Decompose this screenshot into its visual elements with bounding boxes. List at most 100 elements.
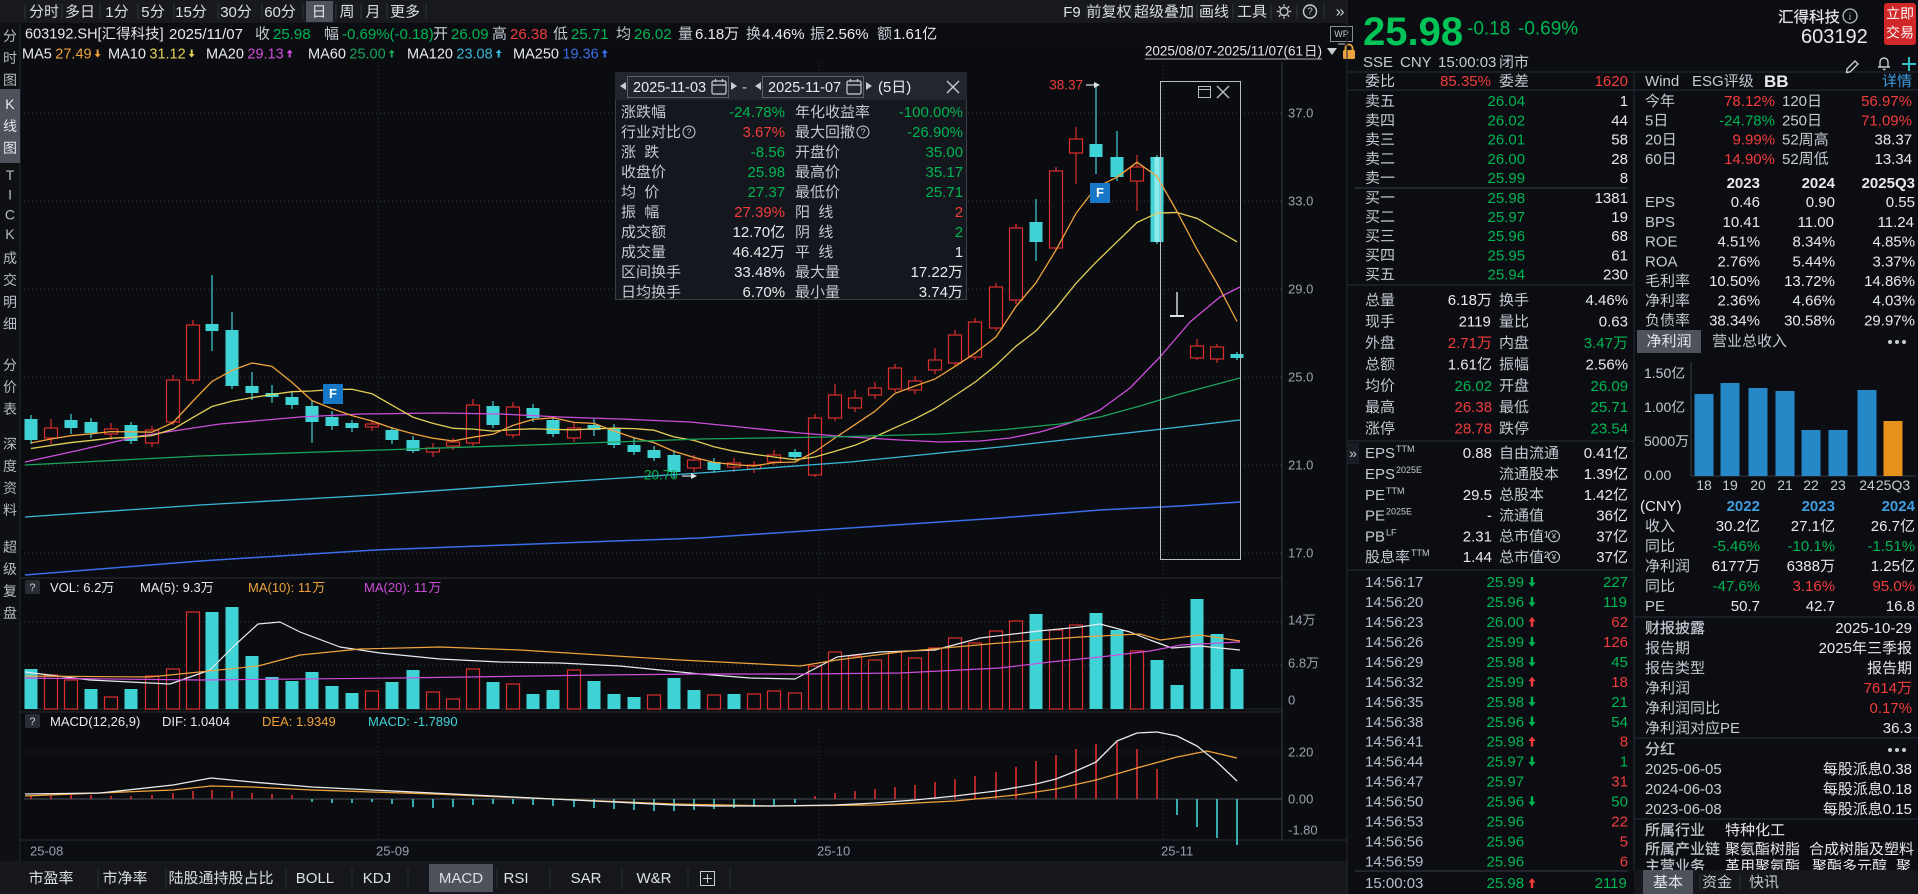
svg-text:54: 54 [1611, 714, 1628, 731]
svg-text:): ) [906, 79, 911, 96]
svg-text:26.02: 26.02 [1488, 113, 1526, 130]
svg-text:1: 1 [105, 4, 113, 21]
svg-text:MACD: MACD [439, 870, 483, 887]
svg-text:29.13: 29.13 [247, 47, 283, 63]
svg-text:23.08: 23.08 [456, 47, 492, 63]
svg-text:2025E: 2025E [1386, 507, 1412, 517]
svg-text:PE: PE [1365, 508, 1385, 525]
svg-text:29.0: 29.0 [1288, 282, 1313, 297]
svg-text:2119: 2119 [1459, 314, 1491, 331]
svg-text:): ) [1318, 44, 1323, 59]
svg-text:0.00: 0.00 [1644, 467, 1671, 483]
svg-text:8: 8 [1620, 170, 1628, 187]
svg-text:2024: 2024 [1802, 175, 1836, 192]
svg-text:-47.6%: -47.6% [1713, 578, 1761, 595]
svg-text:-1.51%: -1.51% [1868, 538, 1916, 555]
svg-text:2.71: 2.71 [1448, 335, 1477, 352]
svg-text:]: ] [160, 27, 164, 43]
svg-text:29.5: 29.5 [1463, 487, 1492, 504]
svg-text:?: ? [29, 716, 35, 728]
svg-text:F: F [1096, 185, 1104, 200]
svg-text:K: K [5, 226, 15, 242]
svg-text:1.25: 1.25 [1871, 558, 1900, 575]
svg-text:6.18: 6.18 [695, 26, 724, 43]
svg-text:2.56%: 2.56% [1586, 356, 1629, 373]
svg-text:-26.90%: -26.90% [907, 124, 963, 141]
svg-text:45: 45 [1611, 654, 1628, 671]
svg-text:603192.SH[: 603192.SH[ [25, 27, 102, 43]
svg-text:PE: PE [1645, 598, 1665, 615]
svg-text:31.12: 31.12 [149, 47, 185, 63]
svg-text:-1.80: -1.80 [1288, 823, 1318, 838]
svg-text:5: 5 [1620, 833, 1628, 850]
svg-text:25.99: 25.99 [1488, 170, 1526, 187]
svg-text:37: 37 [1596, 549, 1613, 566]
svg-text:26.38: 26.38 [1455, 399, 1493, 416]
svg-text:46.42: 46.42 [733, 244, 771, 261]
svg-text:14:56:56: 14:56:56 [1365, 833, 1423, 850]
svg-text:¥: ¥ [1551, 553, 1557, 562]
svg-text:25.98: 25.98 [1487, 734, 1525, 751]
svg-text:1620: 1620 [1595, 73, 1628, 90]
svg-text:6.18: 6.18 [1448, 292, 1477, 309]
svg-text:26.02: 26.02 [1455, 378, 1493, 395]
svg-text:25.96: 25.96 [1487, 594, 1525, 611]
svg-text:-: - [1487, 508, 1492, 525]
svg-text:61: 61 [1611, 247, 1628, 264]
svg-text:25.97: 25.97 [1488, 209, 1526, 226]
svg-text:MA60: MA60 [308, 47, 346, 63]
svg-text:LF: LF [1386, 527, 1397, 537]
svg-text:126: 126 [1603, 634, 1628, 651]
svg-text:2.76%: 2.76% [1718, 253, 1761, 270]
svg-text:ESG: ESG [1692, 73, 1724, 90]
svg-text:31: 31 [1611, 774, 1628, 791]
svg-text:22: 22 [1803, 477, 1819, 493]
svg-text:11.00: 11.00 [1798, 214, 1834, 231]
svg-text:25.96: 25.96 [1487, 714, 1525, 731]
svg-text:25.71: 25.71 [571, 26, 609, 43]
svg-text:C: C [5, 206, 15, 222]
svg-text:26.09: 26.09 [451, 26, 489, 43]
svg-text:26.00: 26.00 [1487, 614, 1525, 631]
svg-text:BB: BB [1764, 72, 1789, 91]
svg-text:?: ? [29, 582, 35, 594]
svg-text:RSI: RSI [504, 870, 529, 887]
svg-text:F9: F9 [1063, 4, 1081, 21]
svg-text:14:56:26: 14:56:26 [1365, 634, 1423, 651]
svg-text:15:00:03: 15:00:03 [1365, 875, 1423, 892]
svg-text:MA20: MA20 [206, 47, 244, 63]
svg-text:71.09%: 71.09% [1861, 113, 1912, 130]
svg-text:-10.1%: -10.1% [1788, 538, 1836, 555]
svg-text:38.37: 38.37 [1875, 132, 1913, 149]
svg-text:25.96: 25.96 [1488, 228, 1526, 245]
svg-text:4.46%: 4.46% [1586, 292, 1629, 309]
svg-text:20: 20 [1750, 477, 1766, 493]
svg-text:25.96: 25.96 [1487, 853, 1525, 870]
svg-text:0.63: 0.63 [1599, 314, 1628, 331]
svg-text:38.37: 38.37 [1049, 78, 1083, 93]
svg-text:19: 19 [1611, 209, 1628, 226]
svg-text:4.46%: 4.46% [762, 26, 805, 43]
svg-text:30: 30 [220, 4, 237, 21]
svg-text:3.47: 3.47 [1584, 335, 1613, 352]
svg-text:37: 37 [1596, 528, 1613, 545]
svg-text:58: 58 [1611, 132, 1628, 149]
svg-text:42.7: 42.7 [1806, 598, 1835, 615]
svg-text:(CNY): (CNY) [1640, 498, 1682, 515]
svg-text:23: 23 [1830, 477, 1846, 493]
svg-text:68: 68 [1611, 228, 1628, 245]
svg-text:MA10: MA10 [108, 47, 146, 63]
svg-text:6388: 6388 [1787, 558, 1820, 575]
svg-text:19.36: 19.36 [562, 47, 598, 63]
svg-text:EPS: EPS [1365, 445, 1395, 462]
svg-text:95.0%: 95.0% [1873, 578, 1916, 595]
svg-text:2025-10-29: 2025-10-29 [1835, 620, 1912, 637]
svg-text:CNY: CNY [1400, 54, 1432, 71]
svg-text:3.74: 3.74 [919, 284, 948, 301]
svg-text:27.49: 27.49 [55, 47, 91, 63]
svg-text:18: 18 [1696, 477, 1712, 493]
svg-text:SAR: SAR [571, 870, 602, 887]
svg-text:20: 20 [1645, 132, 1662, 149]
svg-text:25.96: 25.96 [1487, 813, 1525, 830]
svg-text:25.98: 25.98 [1488, 190, 1526, 207]
